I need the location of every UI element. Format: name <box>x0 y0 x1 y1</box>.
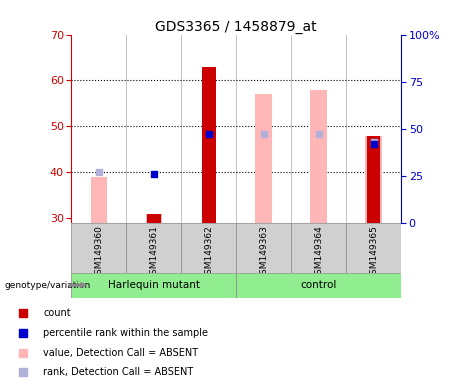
Point <box>19 349 26 356</box>
Text: GSM149364: GSM149364 <box>314 225 323 280</box>
Bar <box>91 177 107 223</box>
Point <box>260 131 267 137</box>
Text: percentile rank within the sample: percentile rank within the sample <box>43 328 208 338</box>
Bar <box>147 214 161 223</box>
Bar <box>255 94 272 223</box>
Text: rank, Detection Call = ABSENT: rank, Detection Call = ABSENT <box>43 367 193 377</box>
Point <box>19 310 26 316</box>
Bar <box>71 273 236 298</box>
Bar <box>236 223 291 273</box>
Bar <box>367 136 380 223</box>
Text: GSM149363: GSM149363 <box>259 225 268 280</box>
Bar <box>71 223 126 273</box>
Point <box>19 369 26 376</box>
Point <box>19 330 26 336</box>
Text: GSM149365: GSM149365 <box>369 225 378 280</box>
Text: genotype/variation: genotype/variation <box>5 281 91 290</box>
Bar <box>346 223 401 273</box>
Point <box>150 171 158 177</box>
Text: GSM149362: GSM149362 <box>204 225 213 280</box>
Point <box>205 131 213 137</box>
Bar <box>202 67 216 223</box>
Point <box>370 139 377 145</box>
Title: GDS3365 / 1458879_at: GDS3365 / 1458879_at <box>155 20 317 33</box>
Bar <box>126 223 181 273</box>
Bar <box>146 214 162 223</box>
Point <box>95 169 103 175</box>
Text: count: count <box>43 308 71 318</box>
Bar <box>181 223 236 273</box>
Bar <box>236 273 401 298</box>
Bar <box>310 89 327 223</box>
Text: GSM149361: GSM149361 <box>149 225 159 280</box>
Point <box>370 141 377 147</box>
Bar <box>291 223 346 273</box>
Text: control: control <box>301 280 337 290</box>
Text: GSM149360: GSM149360 <box>95 225 103 280</box>
Text: value, Detection Call = ABSENT: value, Detection Call = ABSENT <box>43 348 198 358</box>
Point <box>315 131 322 137</box>
Text: Harlequin mutant: Harlequin mutant <box>108 280 200 290</box>
Bar <box>366 136 382 223</box>
